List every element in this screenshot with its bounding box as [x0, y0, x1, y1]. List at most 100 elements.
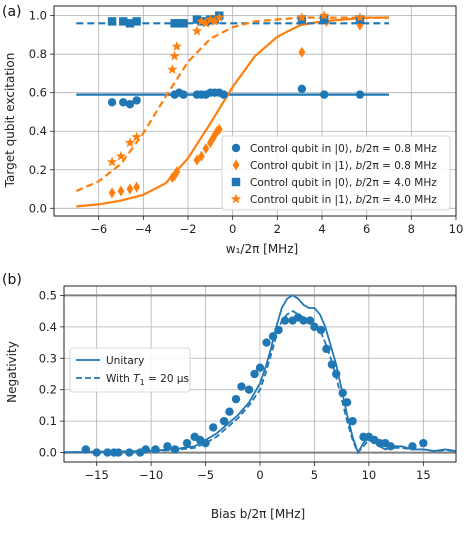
panel-a-label: (a) [2, 4, 22, 20]
data-point [107, 17, 117, 26]
data-point [119, 17, 128, 26]
legend-label: Unitary [106, 355, 144, 367]
data-point [338, 388, 347, 398]
legend-text: /2π = 4.0 MHz [362, 177, 437, 189]
data-point [179, 90, 188, 99]
data-point [322, 344, 331, 354]
data-point [244, 385, 254, 394]
data-point [81, 445, 90, 454]
data-point [114, 448, 123, 457]
plot-b-ylabel: Negativity [5, 341, 19, 403]
y-tick-label: 0.2 [29, 163, 47, 177]
x-tick-label: 0 [256, 468, 263, 482]
data-point [250, 369, 259, 379]
y-tick-label: 0.6 [29, 86, 47, 100]
data-point [214, 12, 225, 22]
legend-text: /2π = 4.0 MHz [362, 194, 437, 206]
legend-text: /2π = 0.8 MHz [362, 143, 437, 155]
x-tick-label: 0 [229, 222, 236, 236]
data-point [173, 166, 181, 178]
data-point [408, 442, 417, 451]
data-point [125, 19, 135, 28]
legend-symbol: b [356, 160, 363, 172]
data-point [205, 14, 216, 24]
data-point [209, 16, 220, 26]
data-point [182, 438, 192, 448]
data-point [115, 150, 127, 161]
data-point [169, 50, 180, 61]
data-point [320, 15, 329, 24]
plot-b-xlabel: Bias b/2π [MHz] [211, 507, 305, 521]
legend-text: Control qubit in |0⟩, [250, 143, 356, 155]
x-tick-label: 10 [362, 468, 377, 482]
legend-box [221, 135, 451, 211]
data-point [219, 416, 229, 426]
data-point [215, 123, 223, 135]
data-point [163, 442, 172, 451]
y-tick-label: 0.3 [39, 351, 57, 365]
y-tick-label: 0.1 [39, 414, 57, 428]
data-point [196, 16, 207, 26]
plot-b-markers [81, 313, 428, 457]
data-point [355, 90, 365, 99]
x-tick-label: −5 [197, 468, 214, 482]
data-point [274, 325, 283, 335]
panel-b-label: (b) [2, 272, 22, 288]
data-point [262, 338, 271, 347]
legend-text: Control qubit in |1⟩, [250, 160, 356, 172]
legend-text: /2π = 0.8 MHz [362, 160, 437, 172]
data-point [192, 15, 202, 24]
data-point [299, 316, 308, 325]
x-tick-label: −10 [139, 468, 163, 482]
data-point [208, 423, 218, 432]
data-point [125, 100, 135, 109]
data-point [201, 438, 210, 448]
legend-box [69, 347, 191, 393]
data-point [316, 325, 326, 335]
data-point [191, 25, 203, 36]
data-point [348, 416, 357, 426]
x-tick-label: −6 [90, 222, 107, 236]
x-tick-label: 4 [318, 222, 325, 236]
data-point [237, 382, 246, 391]
plot-a-xlabel: w₁/2π [MHz] [226, 242, 298, 256]
data-point [268, 332, 278, 341]
y-tick-label: 0.0 [29, 201, 47, 215]
data-point [103, 448, 112, 457]
legend-marker [231, 177, 241, 187]
legend-symbol: b [356, 194, 363, 206]
data-point [107, 98, 117, 107]
data-point [92, 448, 101, 457]
data-point [332, 369, 341, 379]
fit-line [75, 16, 389, 193]
data-point [132, 17, 141, 26]
y-tick-label: 1.0 [29, 9, 47, 23]
data-point [125, 448, 134, 457]
data-point [231, 394, 241, 404]
y-tick-label: 0.0 [39, 446, 57, 460]
x-tick-label: 5 [311, 468, 318, 482]
data-point [342, 398, 352, 407]
legend-label: With T1 = 20 μs [106, 373, 189, 387]
x-tick-label: 10 [449, 222, 464, 236]
legend-marker [230, 193, 242, 204]
legend-label: Control qubit in |0⟩, b/2π = 0.8 MHz [250, 143, 437, 155]
legend-subscript: 1 [140, 378, 145, 387]
legend-text: Control qubit in |0⟩, [250, 177, 356, 189]
legend-label: Control qubit in |0⟩, b/2π = 4.0 MHz [250, 177, 437, 189]
plot-a-legend: Control qubit in |0⟩, b/2π = 0.8 MHzCont… [221, 135, 451, 211]
x-tick-label: −15 [85, 468, 109, 482]
data-point [108, 187, 116, 199]
data-point [151, 445, 160, 454]
data-point [297, 84, 307, 94]
data-point [193, 154, 201, 166]
x-tick-label: 2 [274, 222, 281, 236]
y-tick-label: 0.5 [39, 288, 57, 302]
data-point [141, 445, 150, 454]
data-point [255, 363, 265, 372]
data-point [354, 12, 366, 22]
plot-b-ticks: −15 −10 −5 0 5 10 15 0.0 0.1 0.2 0.3 0.4 0.5 [39, 288, 431, 482]
plot-a-fit-lines [75, 16, 389, 208]
data-point [296, 12, 308, 22]
fit-line [76, 16, 389, 208]
